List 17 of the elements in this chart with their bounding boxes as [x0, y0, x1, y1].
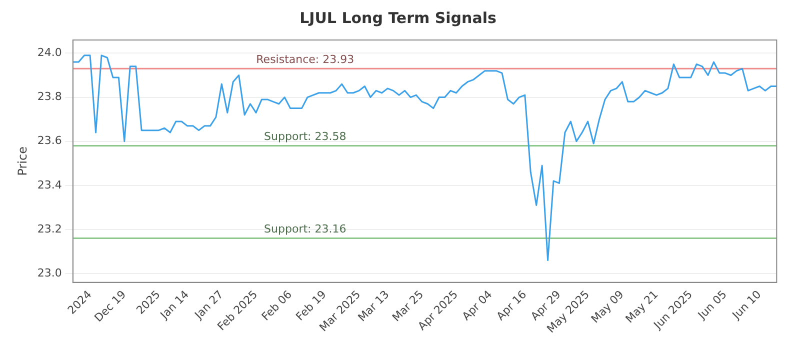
y-tick-label: 23.4 [37, 178, 62, 192]
x-tick-label: Apr 16 [494, 288, 530, 323]
y-axis-title: Price [15, 146, 30, 176]
y-tick-label: 24.0 [37, 46, 62, 60]
x-tick-label: Apr 04 [460, 288, 495, 323]
ref-line-label: Support: 23.16 [264, 222, 346, 236]
y-tick-label: 23.2 [37, 222, 62, 236]
y-tick-label: 23.6 [37, 134, 62, 148]
y-tick-label: 23.8 [37, 90, 62, 104]
x-tick-label: Feb 06 [259, 288, 294, 324]
y-tick-label: 23.0 [37, 266, 62, 280]
x-tick-label: Jun 05 [694, 288, 730, 322]
ref-line-label: Support: 23.58 [264, 130, 346, 144]
x-tick-label: Dec 19 [92, 288, 129, 325]
ref-line-label: Resistance: 23.93 [256, 52, 354, 66]
x-tick-label: Jun 10 [729, 288, 764, 322]
chart-title: LJUL Long Term Signals [300, 8, 496, 27]
